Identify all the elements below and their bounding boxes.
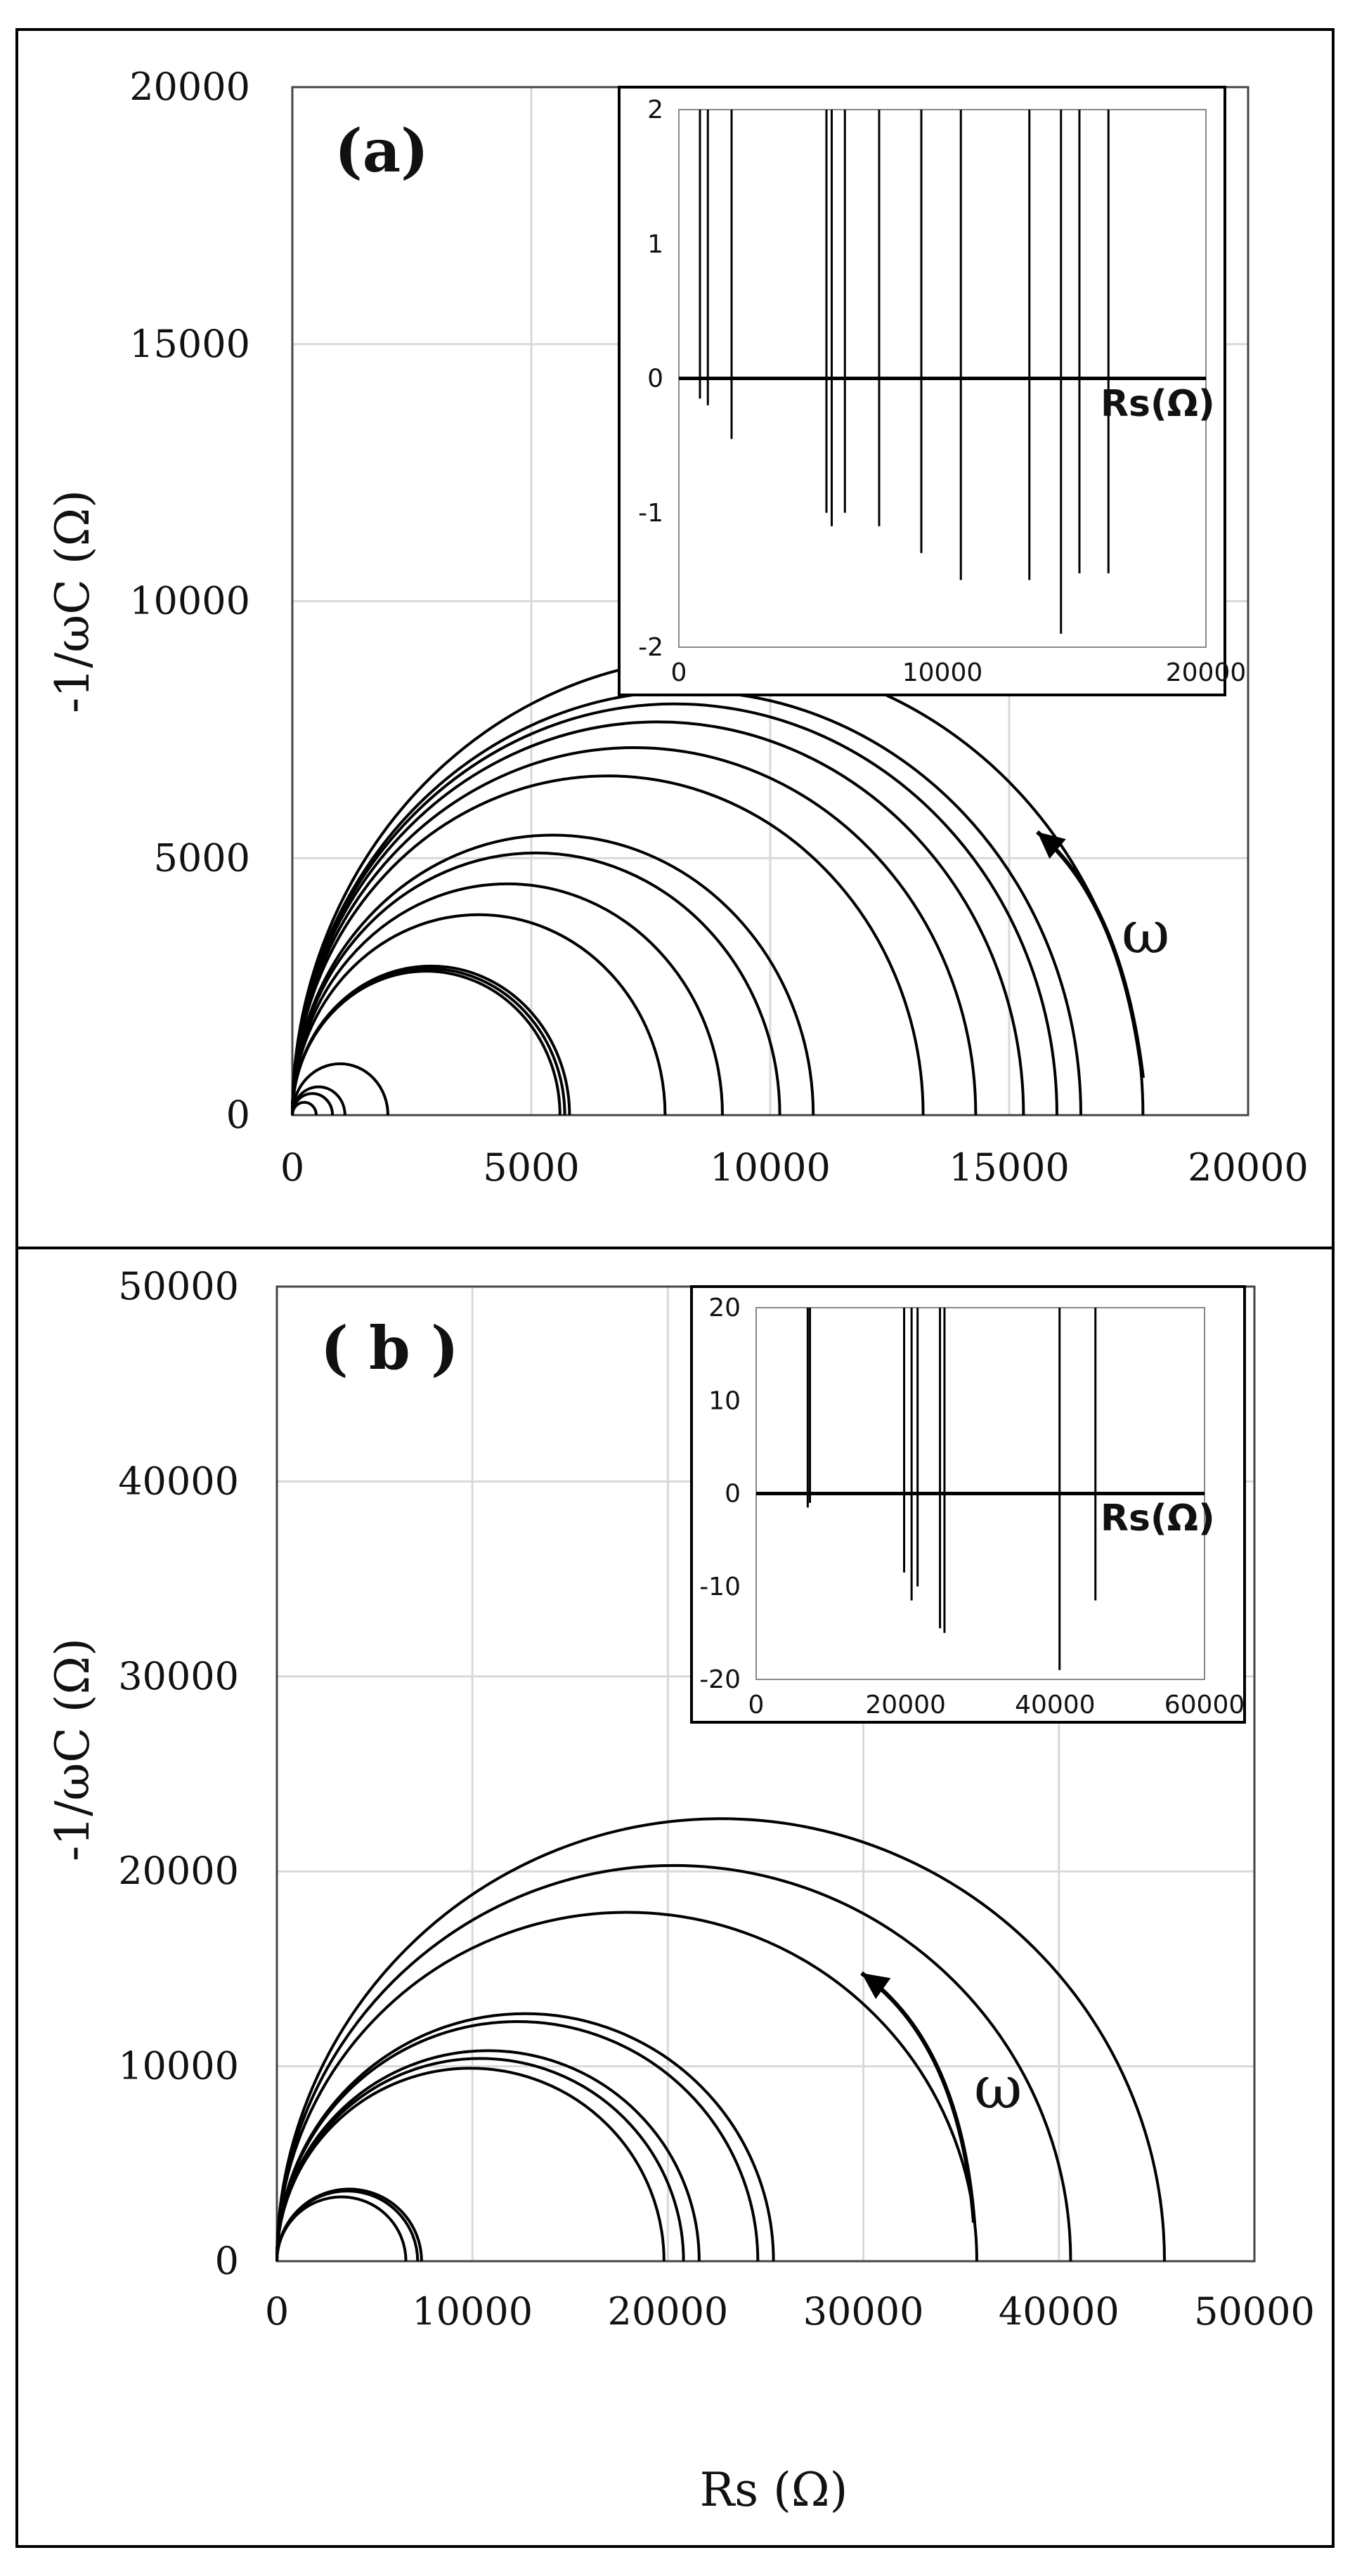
y-axis-title: -1/ωC (Ω): [46, 1638, 100, 1861]
y-tick-label: 0: [226, 1093, 250, 1137]
semicircle-5: [275, 2049, 701, 2262]
y-tick-label: 20000: [118, 1849, 239, 1893]
semicircle-7: [275, 2012, 775, 2262]
inset-y-tick-label: -1: [638, 499, 663, 528]
semicircle-2: [275, 2187, 423, 2262]
inset-spikes: [806, 1308, 1097, 1670]
semicircle-10: [275, 1817, 1167, 2262]
x-tick-label: 15000: [949, 1145, 1070, 1190]
semicircle-9: [291, 852, 781, 1116]
inset-spikes: [699, 110, 1110, 634]
semicircle-series: [275, 1817, 1167, 2262]
inset-x-axis-label: Rs(Ω): [1101, 1497, 1215, 1540]
x-tick-label: 20000: [1188, 1145, 1309, 1190]
x-tick-label: 30000: [803, 2289, 924, 2334]
y-tick-label: 30000: [118, 1654, 239, 1698]
x-tick-label: 0: [280, 1145, 304, 1190]
chart-a: 0 5000 10000 15000 20000 0 5000 10000 15000 20000…: [46, 65, 1309, 1190]
inset-x-tick-label: 10000: [902, 658, 983, 687]
semicircle-3: [275, 2067, 666, 2262]
inset-y-tick-label: -2: [638, 633, 663, 662]
omega-annotation: ω: [974, 2053, 1023, 2122]
semicircle-7: [291, 913, 667, 1116]
inset-y-tick-label: -10: [699, 1573, 741, 1601]
inset-x-tick-label: 0: [671, 658, 687, 687]
panel-label: ( b ): [320, 1313, 459, 1383]
y-tick-label: 0: [215, 2239, 239, 2283]
semicircle-4: [275, 2057, 685, 2262]
y-tick-label: 10000: [129, 579, 250, 623]
inset-y-tick-label: 0: [647, 365, 663, 393]
semicircle-3: [291, 1062, 389, 1116]
inset-x-tick-label: 0: [748, 1691, 765, 1719]
semicircle-0: [275, 2195, 408, 2262]
omega-arrow-icon: [1036, 830, 1145, 1079]
semicircle-10: [291, 833, 815, 1116]
semicircle-2: [291, 1085, 346, 1116]
y-tick-label: 50000: [118, 1264, 239, 1308]
inset-x-tick-label: 60000: [1164, 1691, 1245, 1719]
y-tick-label: 20000: [129, 65, 250, 109]
x-tick-label: 50000: [1194, 2289, 1315, 2334]
semicircle-6: [291, 964, 571, 1116]
inset-y-tick-label: 1: [647, 230, 663, 259]
inset-x-tick-label: 20000: [1166, 658, 1247, 687]
omega-annotation: ω: [1122, 898, 1170, 967]
semicircle-13: [291, 720, 1025, 1116]
inset-y-tick-label: 20: [708, 1294, 741, 1322]
arrowhead-icon: [862, 1973, 891, 1999]
x-tick-label: 10000: [710, 1145, 831, 1190]
y-tick-label: 40000: [118, 1459, 239, 1503]
x-tick-label: 5000: [483, 1145, 579, 1190]
inset-y-tick-label: -20: [699, 1665, 741, 1694]
inset-x-axis-label: Rs(Ω): [1101, 383, 1215, 425]
semicircle-11: [291, 774, 925, 1116]
semicircle-14: [291, 702, 1058, 1116]
panel-a: 0 5000 10000 15000 20000 0 5000 10000 15000 20000…: [15, 28, 1335, 1251]
inset-y-tick-label: 0: [725, 1480, 741, 1509]
panel-b: 0 10000 20000 30000 40000 50000 0 10000 20000 300…: [15, 1247, 1335, 2548]
inset-x-tick-label: 40000: [1015, 1691, 1096, 1719]
y-axis-title: -1/ωC (Ω): [46, 490, 100, 713]
semicircle-series: [291, 656, 1145, 1116]
semicircle-12: [291, 746, 978, 1116]
inset-y-tick-label: 2: [647, 96, 663, 124]
semicircle-6: [275, 2020, 760, 2262]
y-tick-label: 5000: [154, 835, 250, 880]
semicircle-8: [275, 1911, 978, 2262]
y-tick-label: 15000: [129, 322, 250, 366]
x-tick-label: 40000: [999, 2289, 1119, 2334]
x-tick-label: 0: [265, 2289, 289, 2334]
x-tick-label: 20000: [608, 2289, 729, 2334]
arrowhead-icon: [1037, 832, 1066, 859]
chart-b: 0 10000 20000 30000 40000 50000 0 10000 20000 300…: [46, 1264, 1315, 2517]
x-axis-title: Rs (Ω): [700, 2463, 848, 2517]
inset-x-tick-label: 20000: [865, 1691, 946, 1719]
semicircle-15: [291, 689, 1082, 1116]
y-tick-label: 10000: [118, 2044, 239, 2088]
x-tick-label: 10000: [412, 2289, 533, 2334]
inset-y-tick-label: 10: [708, 1386, 741, 1415]
semicircle-8: [291, 882, 724, 1116]
omega-arrow-icon: [860, 1971, 976, 2223]
panel-label: (a): [335, 116, 429, 186]
